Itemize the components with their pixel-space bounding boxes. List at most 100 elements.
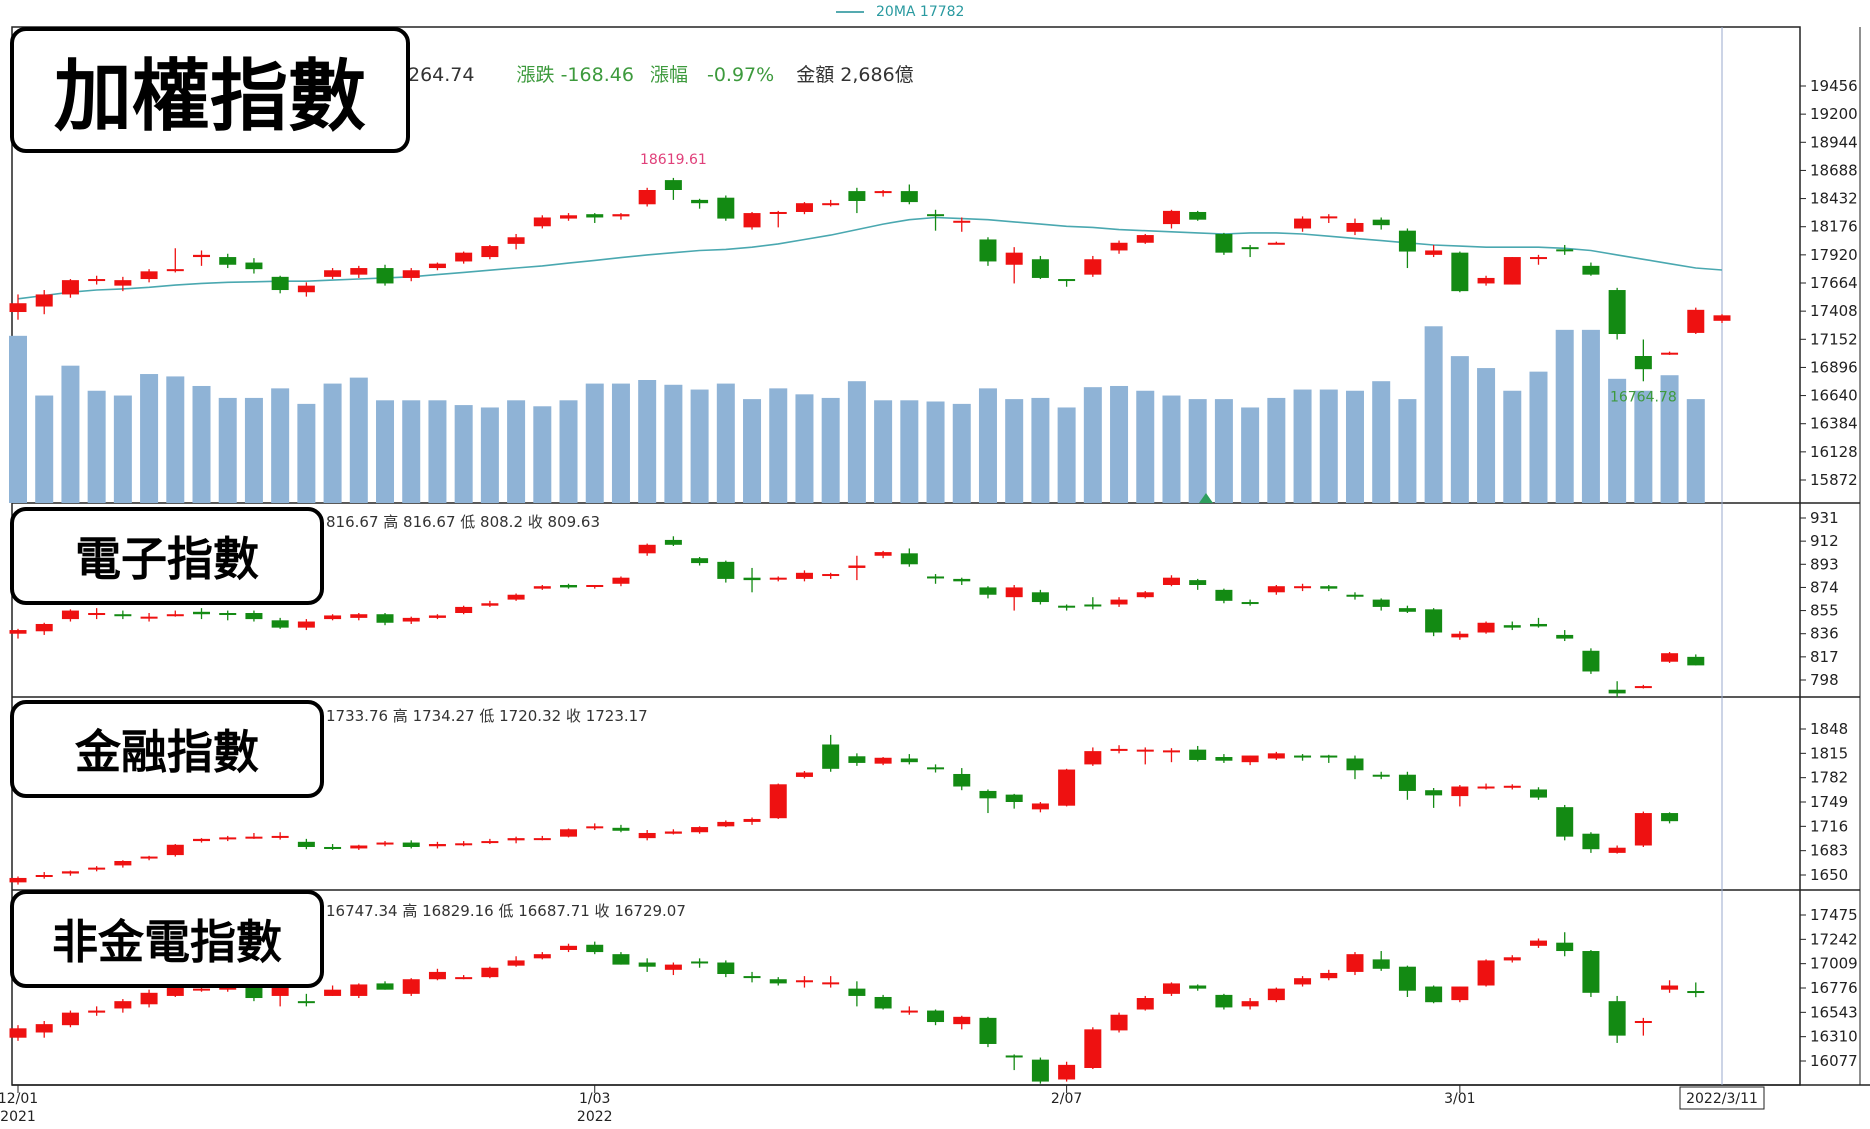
candle-body	[586, 944, 604, 953]
candle-body	[324, 846, 342, 849]
candle-body	[1634, 1021, 1652, 1024]
candle-body	[481, 841, 499, 844]
candle-body	[1451, 986, 1469, 1001]
candle-body	[455, 252, 473, 262]
candle-body	[1110, 242, 1128, 251]
x-tick-sublabel: 2022	[577, 1109, 613, 1125]
candle-body	[1267, 988, 1285, 1001]
candle-body	[140, 992, 158, 1005]
candle-body	[271, 984, 289, 996]
candle-body	[1241, 247, 1259, 250]
volume-bar	[1110, 385, 1129, 503]
candle-body	[324, 270, 342, 277]
candle-body	[795, 980, 813, 983]
volume-bar	[376, 400, 395, 503]
y-tick-label: 17408	[1810, 302, 1858, 320]
y-tick-label: 19456	[1810, 77, 1858, 95]
candle-body	[455, 843, 473, 846]
y-tick-label: 15872	[1810, 471, 1858, 489]
y-tick-label: 17242	[1810, 930, 1858, 948]
volume-bar	[1031, 397, 1050, 503]
candle-body	[1058, 605, 1076, 608]
candle-body	[900, 1010, 918, 1013]
volume-bar	[1424, 326, 1443, 503]
volume-bar	[480, 407, 499, 503]
candle-body	[88, 867, 106, 870]
candle-body	[1477, 277, 1495, 284]
electronics-index-label: 電子指數	[10, 507, 324, 605]
ma20-line	[17, 216, 1723, 300]
candle-body	[219, 257, 237, 265]
candle-body	[1110, 748, 1128, 751]
y-tick-label: 17664	[1810, 274, 1858, 292]
candle-body	[691, 961, 709, 964]
candle-body	[1110, 599, 1128, 605]
candle-body	[1556, 249, 1574, 252]
candle-body	[664, 539, 682, 545]
candle-body	[271, 835, 289, 838]
ma-legend-line-icon	[836, 11, 864, 13]
candle-body	[1162, 983, 1180, 994]
candle-body	[953, 578, 971, 582]
volume-bar	[9, 335, 27, 503]
candle-body	[402, 617, 420, 622]
y-tick-label: 16896	[1810, 358, 1858, 376]
candle-body	[245, 262, 263, 270]
candle-body	[1294, 978, 1312, 985]
candle-body	[560, 584, 578, 588]
volume-bar	[297, 403, 316, 503]
candle-body	[376, 842, 394, 845]
candle-body	[1215, 589, 1233, 601]
y-tick-label: 19200	[1810, 105, 1858, 123]
candle-body	[1608, 847, 1626, 853]
candle-body	[193, 988, 211, 991]
volume-bar	[611, 383, 630, 503]
candle-body	[1215, 233, 1233, 253]
volume-bar	[454, 405, 473, 503]
low-annotation: 16764.78	[1610, 389, 1677, 405]
candle-body	[900, 553, 918, 565]
candle-body	[350, 984, 368, 996]
candle-body	[795, 203, 813, 212]
candle-body	[1189, 580, 1207, 585]
candle-body	[88, 613, 106, 616]
candle-body	[88, 279, 106, 282]
volume-bar	[1529, 371, 1548, 503]
candle-body	[927, 214, 945, 217]
candle-body	[1031, 803, 1049, 810]
candle-body	[1451, 252, 1469, 292]
candle-body	[1058, 279, 1076, 282]
y-tick-label: 16128	[1810, 443, 1858, 461]
main-pct: 漲幅 -0.97%	[649, 64, 775, 86]
candle-body	[376, 983, 394, 990]
y-tick-label: 798	[1810, 671, 1839, 689]
candle-body	[1398, 230, 1416, 252]
candle-body	[245, 613, 263, 620]
volume-bar	[1372, 381, 1391, 503]
candle-body	[1582, 833, 1600, 850]
candle-body	[1136, 749, 1154, 752]
volume-bar	[349, 377, 368, 503]
y-tick-label: 1815	[1810, 744, 1848, 762]
candle-body	[612, 577, 630, 584]
candle-body	[874, 757, 892, 764]
volume-bar	[87, 390, 106, 503]
volume-bar	[1319, 389, 1338, 503]
candle-body	[1241, 755, 1259, 763]
candle-body	[900, 758, 918, 763]
candle-body	[1346, 954, 1364, 972]
candle-body	[376, 268, 394, 284]
candle-body	[481, 246, 499, 258]
candle-body	[88, 1010, 106, 1013]
non-finance-electronics-index-label: 非金電指數	[10, 890, 324, 988]
candle-body	[927, 1010, 945, 1023]
candle-body	[1136, 998, 1154, 1010]
volume-bar	[1503, 390, 1522, 503]
candle-body	[1294, 218, 1312, 229]
candle-body	[1215, 757, 1233, 761]
candle-body	[193, 254, 211, 258]
volume-bar	[795, 394, 814, 503]
candle-body	[1162, 577, 1180, 585]
candle-body	[1241, 602, 1259, 605]
candle-body	[35, 875, 53, 877]
